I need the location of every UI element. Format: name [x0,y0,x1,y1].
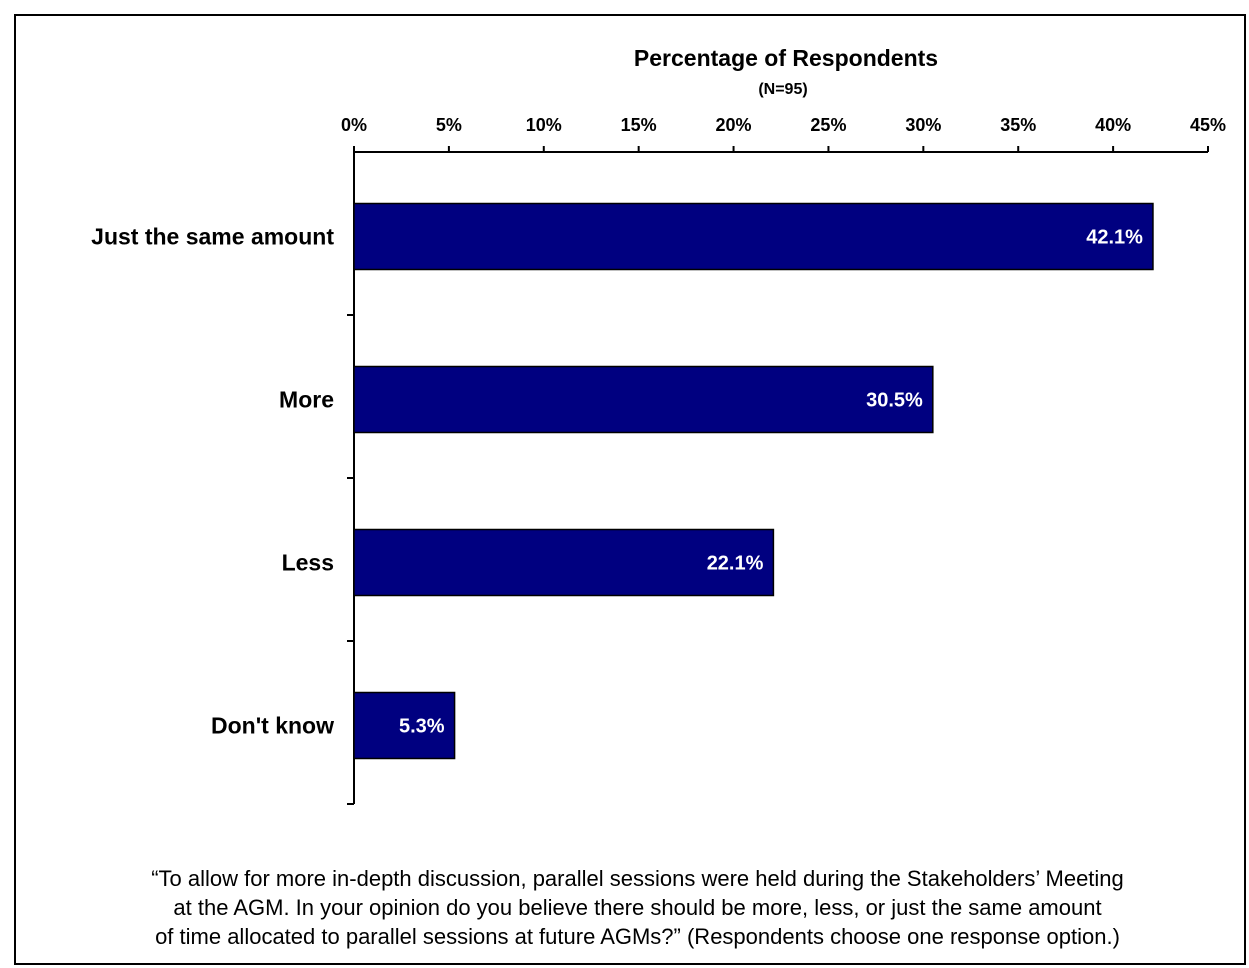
bar [353,202,1154,271]
x-tick-label: 30% [905,115,941,135]
x-tick-label: 0% [341,115,367,135]
x-tick-label: 15% [621,115,657,135]
bar [353,691,456,760]
x-tick-label: 20% [716,115,752,135]
caption-line-1: “To allow for more in-depth discussion, … [151,866,1124,891]
question-caption: “To allow for more in-depth discussion, … [30,864,1245,951]
bar [353,365,934,434]
chart-frame [14,14,1246,965]
x-tick-label: 40% [1095,115,1131,135]
x-axis: 0% 5% 10% 15% 20% 25% 30% 35% 40% 45% [341,115,1226,153]
bars: 42.1% 30.5% 22.1% 5.3% [353,202,1154,760]
x-tick-label: 5% [436,115,462,135]
category-label: Don't know [211,713,334,739]
y-axis: Just the same amount More Less Don't know [91,152,355,805]
chart-title: Percentage of Respondents [634,45,938,71]
x-tick-label: 45% [1190,115,1226,135]
category-label: More [279,387,334,413]
x-tick-label: 25% [810,115,846,135]
bar-data-label: 30.5% [866,390,923,412]
bar-data-label: 42.1% [1086,227,1143,249]
x-tick-label: 10% [526,115,562,135]
bar-data-label: 22.1% [707,553,764,575]
category-label: Just the same amount [91,224,334,250]
chart-subtitle: (N=95) [758,81,807,98]
bar-data-label: 5.3% [399,716,445,738]
caption-line-3: of time allocated to parallel sessions a… [155,924,1120,949]
x-tick-label: 35% [1000,115,1036,135]
caption-line-2: at the AGM. In your opinion do you belie… [173,895,1102,920]
bar [353,528,775,597]
category-label: Less [282,550,334,576]
